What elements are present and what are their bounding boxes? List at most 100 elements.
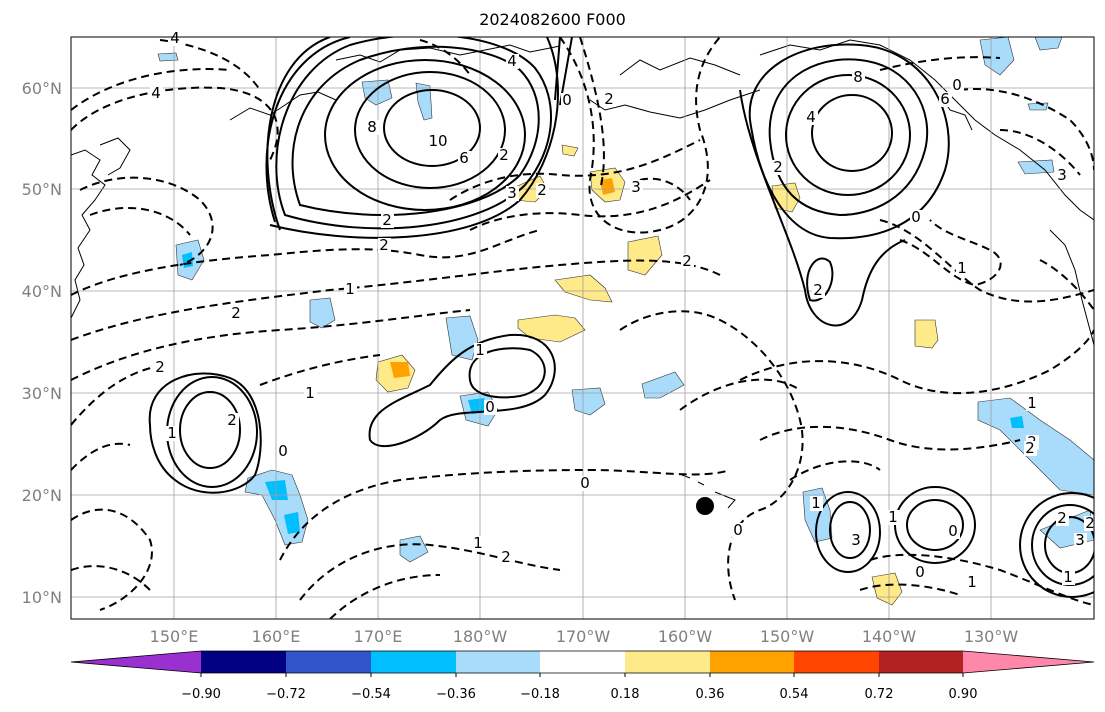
contour-label: 2 [501, 548, 511, 566]
colorbar-tick-label: 0.72 [865, 687, 894, 702]
contour-label-mask [805, 110, 818, 125]
contour-label: 2 [379, 236, 389, 254]
contour-label: 2 [813, 281, 823, 299]
negative-patch [309, 297, 336, 329]
contour-label-mask [630, 180, 643, 195]
contour-label-mask [230, 306, 243, 321]
contour-label-mask [947, 524, 960, 539]
contour-label-mask [1026, 396, 1039, 411]
colorbar-segment [710, 651, 794, 673]
contour-label: 1 [345, 280, 355, 298]
contour-label: 1 [1063, 568, 1073, 586]
latitude-label: 10°N [22, 588, 62, 607]
contour-label-mask [561, 93, 574, 108]
contour-label: 3 [631, 178, 641, 196]
positive-patch [554, 274, 613, 303]
latitude-label: 20°N [22, 486, 62, 505]
contour-label-mask [432, 134, 445, 149]
contour-label: 2 [1025, 439, 1035, 457]
latitude-label: 40°N [22, 282, 62, 301]
contour-label-mask [474, 343, 487, 358]
latitude-label: 60°N [22, 79, 62, 98]
negative-patch [361, 79, 393, 106]
longitude-label: 170°W [556, 627, 611, 646]
contour-label-mask [458, 151, 471, 166]
contour-label: 8 [853, 68, 863, 86]
contour-label-mask [732, 523, 745, 538]
gridlines [71, 37, 1094, 619]
contour-label-mask [304, 386, 317, 401]
longitude-label: 180°W [453, 627, 508, 646]
longitude-labels: 150°E 160°E 170°E 180°W 170°W 160°W 150°W 140°W… [150, 627, 1019, 646]
colorbar-segment [371, 651, 456, 673]
contour-label-mask [277, 444, 290, 459]
contour-label-mask [498, 148, 511, 163]
contour-label: 4 [806, 108, 816, 126]
negative-patch [157, 52, 179, 62]
contour-label: 2 [382, 211, 392, 229]
colorbar-segment [201, 651, 286, 673]
contour-label: 0 [952, 76, 962, 94]
storm-center-dot [696, 497, 714, 515]
contour-label-mask [226, 413, 239, 428]
contour-label: 1 [305, 384, 315, 402]
negative-contours [71, 37, 1094, 619]
contour-label-mask [536, 183, 549, 198]
map-title: 2024082600 F000 [479, 10, 626, 29]
longitude-label: 150°W [760, 627, 815, 646]
contour-label: 2 [231, 304, 241, 322]
positive-contours [148, 37, 1094, 598]
contour-label: 2 [604, 90, 614, 108]
latitude-label: 50°N [22, 180, 62, 199]
contour-label-mask [887, 510, 900, 525]
longitude-label: 160°W [658, 627, 713, 646]
contour-label-mask [344, 282, 357, 297]
positive-patch [627, 235, 663, 276]
contour-label-mask [812, 283, 825, 298]
contour-label-mask [914, 565, 927, 580]
colorbar-segment [286, 651, 371, 673]
contour-label-mask [939, 92, 952, 107]
contour-label: 4 [170, 29, 180, 47]
contour-label-mask [166, 426, 179, 441]
negative-patch [641, 371, 685, 399]
contour-label: 2 [227, 411, 237, 429]
contour-label-mask [381, 213, 394, 228]
contour-label: 2 [1085, 514, 1095, 532]
contour-label-mask [1024, 441, 1037, 456]
contour-label-mask [910, 210, 923, 225]
contour-label-mask [966, 575, 979, 590]
contour-label: 0 [733, 521, 743, 539]
contour-label-mask [951, 78, 964, 93]
contour-label: 1 [957, 259, 967, 277]
contour-label: 2 [682, 252, 692, 270]
contour-label: 2 [1057, 509, 1067, 527]
contour-label: 1 [967, 573, 977, 591]
contour-label: 1 [888, 508, 898, 526]
contour-label-mask [1074, 533, 1087, 548]
contour-label-mask [681, 254, 694, 269]
contour-label: 3 [1075, 531, 1085, 549]
contour-label-mask [154, 360, 167, 375]
contour-label-mask [366, 120, 379, 135]
colorbar-tick-label: −0.72 [266, 687, 306, 702]
contour-label-mask [378, 238, 391, 253]
negative-patch [1034, 37, 1063, 51]
colorbar-segment [540, 651, 625, 673]
positive-patch [517, 314, 586, 343]
contour-label-mask [772, 160, 785, 175]
contour-label-mask [603, 92, 616, 107]
colorbar-tick-label: 0.54 [780, 687, 809, 702]
contour-label: 3 [851, 531, 861, 549]
colorbar-tick-label: −0.18 [520, 687, 560, 702]
contour-label: 1 [811, 494, 821, 512]
contour-label: 0 [562, 91, 572, 109]
negative-patch [571, 387, 606, 416]
map-border [70, 36, 1095, 620]
longitude-label: 150°E [150, 627, 199, 646]
contour-label-mask [810, 496, 823, 511]
contour-label: 2 [537, 181, 547, 199]
colorbar-tick-label: −0.36 [436, 687, 476, 702]
contour-label-mask [1056, 511, 1069, 526]
